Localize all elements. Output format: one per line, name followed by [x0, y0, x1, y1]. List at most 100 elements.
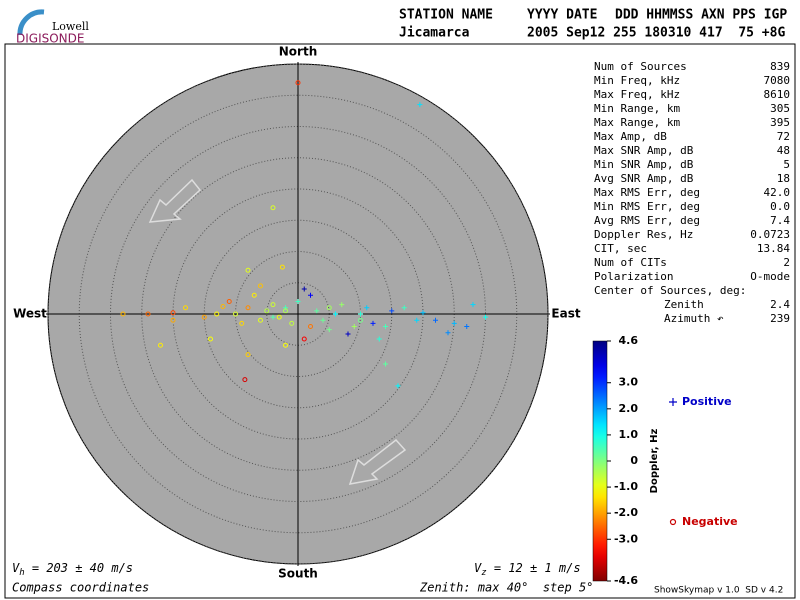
source-negative: [158, 342, 163, 348]
colorbar-tick-label: 2.0: [619, 402, 639, 415]
source-negative: [239, 320, 245, 326]
stat-label: Avg RMS Err, deg: [594, 214, 700, 227]
source-negative: [308, 324, 313, 329]
source-negative: [145, 311, 151, 317]
center-label: Azimuth ↶: [664, 312, 724, 325]
colorbar-label: Doppler, Hz: [649, 429, 660, 494]
source-positive: [389, 308, 395, 314]
source-negative: [283, 342, 288, 348]
stat-label: Max Amp, dB: [594, 130, 667, 143]
source-positive: [383, 361, 388, 367]
source-negative: [251, 292, 257, 298]
colorbar-tick-label: -2.0: [614, 506, 638, 519]
source-positive: [351, 324, 357, 329]
vh-text: = 203 ± 40 m/s: [25, 561, 133, 575]
source-positive: [376, 336, 382, 342]
source-positive: [270, 314, 276, 320]
stat-label: CIT, sec: [594, 242, 647, 255]
source-positive: [464, 324, 470, 329]
colorbar-tick-label: 3.0: [619, 376, 639, 389]
header-column: STATION NAME: [399, 8, 493, 23]
stat-label: Avg SNR Amp, dB: [594, 172, 694, 185]
footer-zenith: Zenith: max 40° step 5°: [419, 581, 593, 595]
source-negative: [245, 267, 251, 273]
stat-value: 48: [777, 144, 790, 157]
source-negative: [258, 283, 263, 289]
stat-value: 13.84: [757, 242, 790, 255]
source-negative: [201, 314, 207, 320]
center-value: 239: [770, 312, 790, 325]
vz-text: = 12 ± 1 m/s: [487, 561, 581, 575]
source-positive: [314, 308, 320, 314]
source-positive: [433, 317, 438, 323]
center-title: Center of Sources, deg:: [594, 284, 746, 297]
source-positive: [414, 317, 420, 323]
vz-symbol: V: [474, 561, 482, 575]
source-negative: [283, 308, 288, 314]
source-positive: [308, 292, 313, 298]
stat-label: Doppler Res, Hz: [594, 228, 693, 241]
stat-value: 0.0723: [750, 228, 790, 241]
stat-label: Min Range, km: [594, 102, 680, 115]
footer-version: ShowSkymap v 1.0 SD v 4.2: [654, 586, 783, 596]
stat-label: Min SNR Amp, dB: [594, 158, 694, 171]
source-negative: [245, 305, 251, 311]
stat-label: Num of CITs: [594, 256, 667, 269]
header-column: DDD HHMMSS AXN PPS IGP: [615, 8, 787, 23]
source-positive: [358, 311, 363, 317]
footer-left: Compass coordinates: [12, 581, 149, 595]
stat-value: 18: [777, 172, 790, 185]
stat-label: Max Range, km: [594, 116, 680, 129]
colorbar-tick-label: -3.0: [614, 532, 638, 545]
source-positive: [364, 305, 370, 311]
logo-swoosh: [17, 9, 45, 36]
stat-value: 72: [777, 130, 790, 143]
drift-arrow: [348, 438, 407, 485]
stat-label: Max RMS Err, deg: [594, 186, 700, 199]
source-negative: [279, 264, 285, 270]
source-negative: [208, 336, 213, 342]
stat-label: Min Freq, kHz: [594, 74, 680, 87]
header-column: YYYY DATE: [527, 8, 597, 23]
stat-value: 7080: [764, 74, 791, 87]
source-positive: [483, 314, 488, 320]
source-negative: [358, 317, 363, 323]
source-negative: [214, 311, 220, 317]
source-positive: [470, 302, 476, 308]
source-positive: [395, 383, 401, 389]
source-positive: [320, 317, 326, 323]
colorbar-tick-label: 4.6: [619, 334, 639, 347]
source-negative: [264, 308, 270, 314]
stat-value: O-mode: [750, 270, 790, 283]
drift-arrow: [148, 178, 202, 223]
source-negative: [295, 80, 301, 86]
source-positive: [417, 102, 423, 108]
frame: [4, 43, 796, 599]
plot: [46, 62, 550, 566]
stat-label: Polarization: [594, 270, 673, 283]
source-negative: [301, 336, 307, 342]
source-negative: [220, 304, 226, 309]
colorbar-tick-label: 0: [630, 454, 638, 467]
stat-value: 395: [770, 116, 790, 129]
stat-value: 7.4: [770, 214, 790, 227]
side-panel: Num of Sources 839 Min Freq, kHz 7080 Max Fr…: [592, 60, 791, 587]
compass-south: South: [278, 567, 318, 581]
compass-east: East: [551, 307, 580, 321]
vz-sub: z: [481, 568, 486, 578]
source-positive: [383, 324, 388, 329]
source-positive: [451, 320, 457, 326]
vz-label: Vz = 12 ± 1 m/s: [474, 561, 581, 578]
source-negative: [183, 305, 188, 311]
source-negative: [245, 352, 251, 358]
source-negative: [226, 299, 232, 304]
source-negative: [258, 317, 263, 323]
stat-value: 5: [783, 158, 790, 171]
stat-label: Max Freq, kHz: [594, 88, 680, 101]
source-positive: [326, 327, 332, 333]
source-positive: [333, 311, 338, 317]
vh-symbol: V: [12, 561, 20, 575]
center-value: 2.4: [770, 298, 790, 311]
stat-value: 839: [770, 60, 790, 73]
